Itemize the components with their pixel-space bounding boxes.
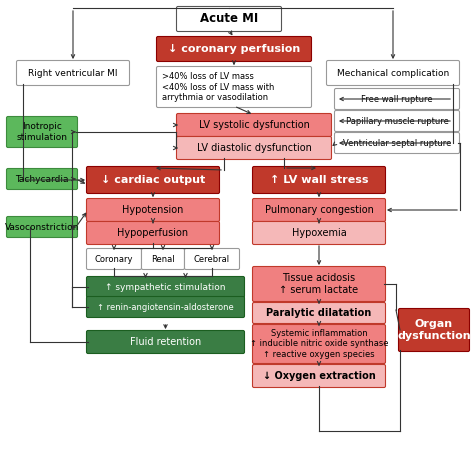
FancyBboxPatch shape [184, 249, 239, 270]
FancyBboxPatch shape [7, 169, 78, 189]
Text: LV systolic dysfunction: LV systolic dysfunction [199, 120, 310, 130]
Text: Hypoperfusion: Hypoperfusion [118, 228, 189, 238]
Text: LV diastolic dysfunction: LV diastolic dysfunction [197, 143, 311, 153]
FancyBboxPatch shape [86, 221, 219, 244]
FancyBboxPatch shape [335, 110, 459, 132]
Text: Organ
dysfunction: Organ dysfunction [397, 319, 471, 341]
FancyBboxPatch shape [86, 331, 245, 354]
Text: ↑ renin-angiotensin-aldosterone: ↑ renin-angiotensin-aldosterone [97, 303, 234, 312]
FancyBboxPatch shape [86, 198, 219, 221]
FancyBboxPatch shape [253, 166, 385, 193]
FancyBboxPatch shape [253, 303, 385, 323]
FancyBboxPatch shape [253, 198, 385, 221]
FancyBboxPatch shape [253, 221, 385, 244]
FancyBboxPatch shape [17, 60, 129, 86]
Text: Hypotension: Hypotension [122, 205, 184, 215]
Text: Systemic inflammation
↑ inducible nitric oxide synthase
↑ reactive oxygen specie: Systemic inflammation ↑ inducible nitric… [250, 329, 388, 359]
FancyBboxPatch shape [327, 60, 459, 86]
Text: Hypoxemia: Hypoxemia [292, 228, 346, 238]
Text: Fluid retention: Fluid retention [130, 337, 201, 347]
Text: Acute MI: Acute MI [200, 13, 258, 26]
Text: ↓ coronary perfusion: ↓ coronary perfusion [168, 44, 300, 54]
Text: Tachycardia: Tachycardia [15, 175, 69, 184]
Text: Tissue acidosis
↑ serum lactate: Tissue acidosis ↑ serum lactate [280, 273, 358, 295]
FancyBboxPatch shape [156, 37, 311, 61]
Text: Inotropic
stimulation: Inotropic stimulation [17, 122, 67, 142]
Text: Mechanical complication: Mechanical complication [337, 69, 449, 78]
Text: Papillary muscle rupture: Papillary muscle rupture [346, 116, 448, 125]
FancyBboxPatch shape [253, 364, 385, 387]
Text: Renal: Renal [151, 254, 175, 263]
FancyBboxPatch shape [86, 166, 219, 193]
Text: ↓ Oxygen extraction: ↓ Oxygen extraction [263, 371, 375, 381]
Text: Coronary: Coronary [95, 254, 133, 263]
Text: >40% loss of LV mass
<40% loss of LV mass with
arrythmia or vasodilation: >40% loss of LV mass <40% loss of LV mas… [162, 72, 274, 102]
FancyBboxPatch shape [335, 88, 459, 110]
Text: Cerebral: Cerebral [194, 254, 230, 263]
FancyBboxPatch shape [86, 276, 245, 298]
FancyBboxPatch shape [335, 133, 459, 153]
FancyBboxPatch shape [176, 6, 282, 32]
FancyBboxPatch shape [253, 325, 385, 364]
FancyBboxPatch shape [399, 308, 470, 351]
Text: ↑ LV wall stress: ↑ LV wall stress [270, 175, 368, 185]
FancyBboxPatch shape [176, 114, 331, 137]
FancyBboxPatch shape [142, 249, 184, 270]
FancyBboxPatch shape [253, 267, 385, 302]
FancyBboxPatch shape [86, 249, 142, 270]
Text: Pulmonary congestion: Pulmonary congestion [264, 205, 374, 215]
FancyBboxPatch shape [156, 66, 311, 107]
Text: Right ventricular MI: Right ventricular MI [28, 69, 118, 78]
FancyBboxPatch shape [176, 137, 331, 160]
FancyBboxPatch shape [86, 296, 245, 318]
Text: ↓ cardiac output: ↓ cardiac output [101, 175, 205, 185]
Text: ↑ sympathetic stimulation: ↑ sympathetic stimulation [105, 282, 226, 291]
FancyBboxPatch shape [7, 116, 78, 147]
Text: Vasoconstriction: Vasoconstriction [5, 222, 79, 231]
Text: Free wall rupture: Free wall rupture [361, 95, 433, 103]
Text: Ventricular septal rupture: Ventricular septal rupture [343, 138, 451, 147]
Text: Paralytic dilatation: Paralytic dilatation [266, 308, 372, 318]
FancyBboxPatch shape [7, 216, 78, 238]
